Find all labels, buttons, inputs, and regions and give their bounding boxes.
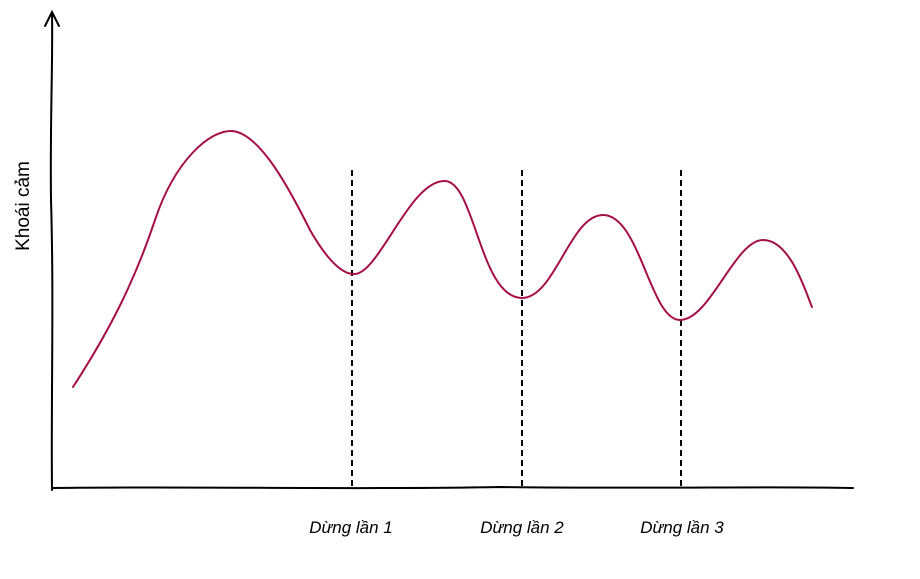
y-axis-arrow [44,9,60,27]
y-axis [49,13,54,491]
y-axis-label: Khoái cảm [13,161,34,251]
pleasure-curve [72,129,813,388]
stop-label: Dừng lần 2 [480,518,564,537]
x-axis [51,485,854,490]
stop-label: Dừng lần 1 [309,518,393,537]
stop-label: Dừng lần 3 [640,518,724,537]
